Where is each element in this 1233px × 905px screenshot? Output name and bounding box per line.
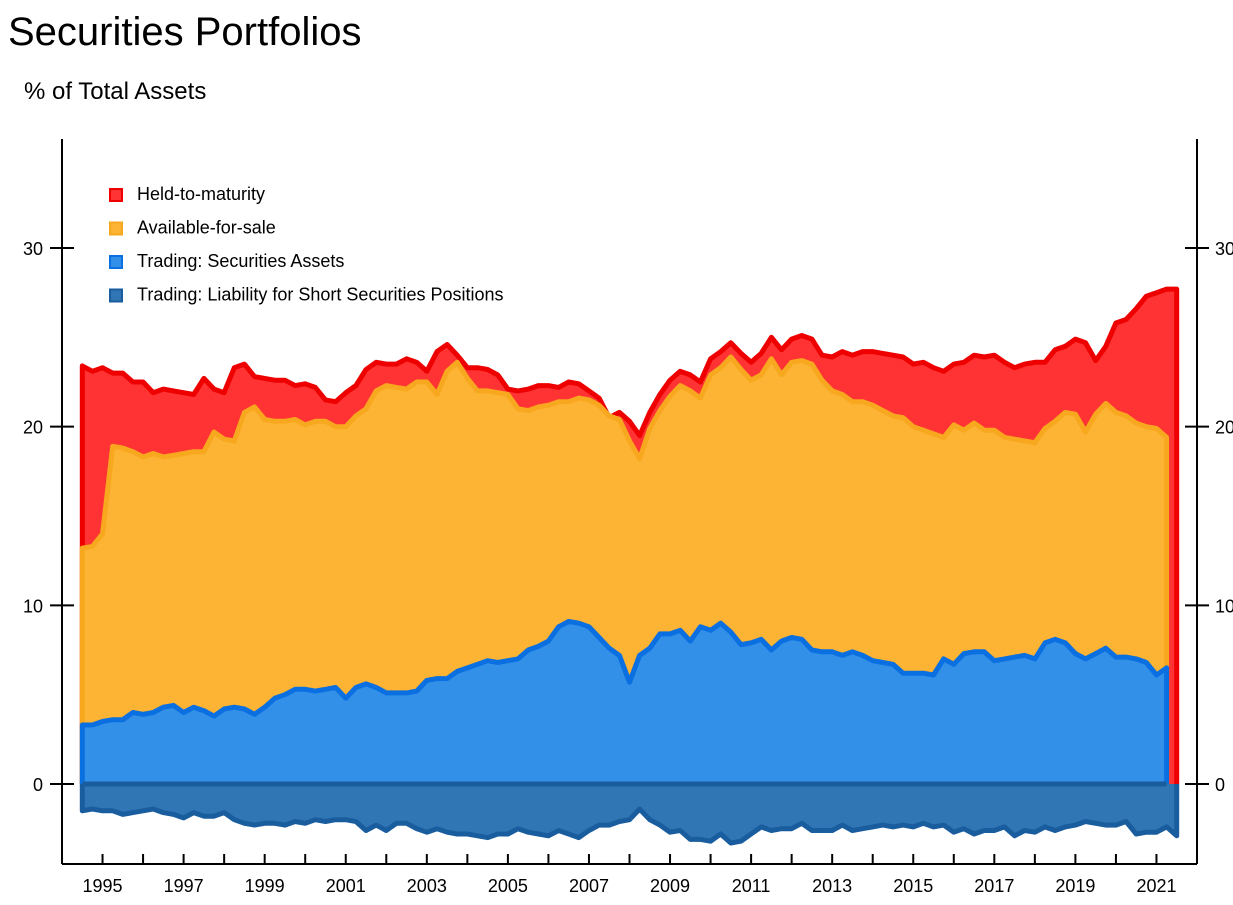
y-tick-label-left: 0: [33, 775, 43, 795]
legend-label-trading-liability-for-short-securities-positions: Trading: Liability for Short Securities …: [137, 285, 504, 305]
y-tick-label-left: 20: [23, 418, 43, 438]
chart-title: Securities Portfolios: [8, 10, 362, 54]
y-tick-label-left: 30: [23, 239, 43, 259]
x-tick-label: 2001: [326, 876, 366, 896]
area-trading-liability-for-short-securities-positions: [82, 784, 1177, 843]
x-tick-label: 2017: [974, 876, 1014, 896]
x-tick-label: 2021: [1136, 876, 1176, 896]
legend-label-available-for-sale: Available-for-sale: [137, 218, 276, 238]
line-available-for-sale: [79, 354, 1170, 784]
legend-swatch-trading-liability-for-short-securities-positions: [109, 288, 123, 303]
y-tick-label-right: 30: [1215, 239, 1233, 259]
x-tick-label: 2011: [732, 876, 771, 896]
line-trading-liability-for-short-securities-positions: [79, 784, 1180, 846]
x-tick-label: 1999: [245, 876, 285, 896]
line-held-to-maturity: [79, 286, 1180, 784]
x-tick-label: 2019: [1055, 876, 1095, 896]
x-tick-label: 2013: [812, 876, 852, 896]
x-tick-label: 2015: [893, 876, 933, 896]
area-trading-securities-assets: [82, 621, 1167, 784]
legend: Held-to-maturity Available-for-sale Tradin…: [109, 184, 504, 305]
axes: [50, 139, 1209, 865]
x-tick-label: 1997: [164, 876, 204, 896]
legend-swatch-available-for-sale: [109, 221, 123, 236]
chart-subtitle: % of Total Assets: [24, 78, 207, 105]
y-tick-label-right: 0: [1215, 775, 1225, 795]
legend-label-held-to-maturity: Held-to-maturity: [137, 184, 265, 204]
y-tick-label-right: 10: [1215, 596, 1233, 616]
y-tick-label-left: 10: [23, 596, 43, 616]
x-tick-label: 2007: [569, 876, 609, 896]
x-tick-label: 2009: [650, 876, 690, 896]
legend-swatch-trading-securities-assets: [109, 255, 123, 269]
x-tick-label: 2005: [488, 876, 528, 896]
line-trading-securities-assets: [79, 618, 1170, 784]
legend-swatch-held-to-maturity: [109, 188, 123, 202]
y-tick-label-right: 20: [1215, 418, 1233, 438]
x-tick-label: 1995: [83, 876, 123, 896]
series-areas: [79, 286, 1180, 846]
tick-labels: 0 0 10 10 20 20 30 30 1995 1997 1999 2001 2003 2005 20…: [23, 239, 1233, 896]
legend-label-trading-securities-assets: Trading: Securities Assets: [137, 251, 344, 271]
x-tick-label: 2003: [407, 876, 447, 896]
